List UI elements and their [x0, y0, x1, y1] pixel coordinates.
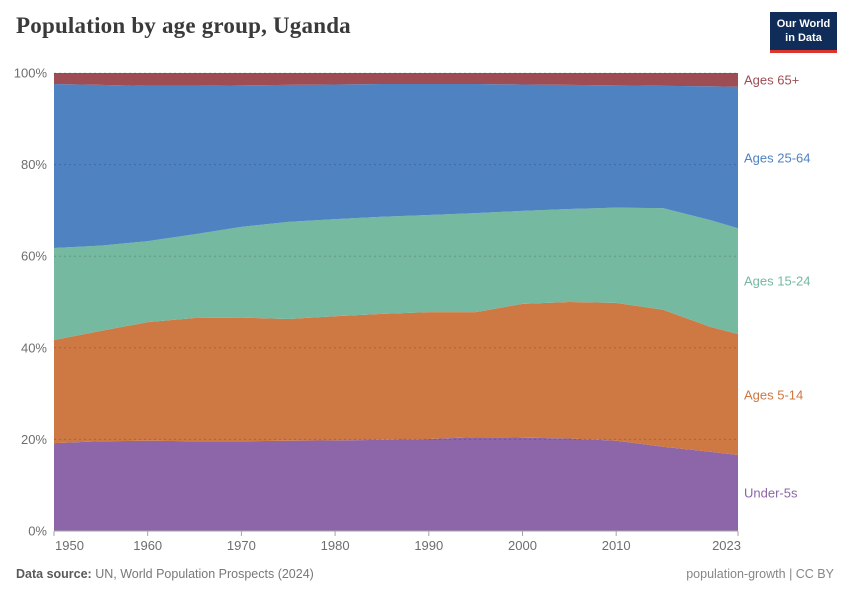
x-axis-tick-label-2000: 2000	[508, 538, 537, 553]
x-axis-tick-label-1990: 1990	[414, 538, 443, 553]
x-axis-tick-label-1950: 1950	[55, 538, 84, 553]
legend-label-ages-15-24[interactable]: Ages 15-24	[744, 273, 811, 289]
legend-label-under-5s[interactable]: Under-5s	[744, 485, 798, 501]
legend-label-ages-65plus[interactable]: Ages 65+	[744, 72, 800, 88]
data-source-note: Data source: UN, World Population Prospe…	[16, 567, 314, 581]
y-axis-tick-label-60: 60%	[21, 249, 47, 264]
x-axis-tick-label-2010: 2010	[602, 538, 631, 553]
x-axis-tick-label-2023: 2023	[712, 538, 741, 553]
y-axis-tick-label-0: 0%	[28, 524, 47, 539]
y-axis-tick-label-100: 100%	[14, 66, 48, 81]
owid-logo-line2: in Data	[785, 32, 822, 45]
x-axis-tick-label-1960: 1960	[133, 538, 162, 553]
owid-logo[interactable]: Our World in Data	[770, 12, 837, 53]
x-axis-tick-label-1980: 1980	[321, 538, 350, 553]
page-title: Population by age group, Uganda	[16, 13, 351, 38]
legend-label-ages-5-14[interactable]: Ages 5-14	[744, 387, 804, 403]
legend-label-ages-25-64[interactable]: Ages 25-64	[744, 150, 811, 165]
footer-slug-license-link[interactable]: population-growth | CC BY	[686, 567, 834, 581]
area-under-5s[interactable]	[54, 437, 738, 531]
y-axis-tick-label-40: 40%	[21, 340, 47, 355]
data-source-text: UN, World Population Prospects (2024)	[91, 567, 314, 581]
y-axis-tick-label-20: 20%	[21, 432, 47, 447]
area-ages-25-64[interactable]	[54, 83, 738, 248]
owid-logo-line1: Our World	[776, 18, 831, 30]
y-axis-tick-label-80: 80%	[21, 157, 47, 172]
data-source-label: Data source:	[16, 567, 92, 581]
area-ages-5-14[interactable]	[54, 302, 738, 455]
area-ages-15-24[interactable]	[54, 207, 738, 341]
area-ages-65plus[interactable]	[54, 73, 738, 87]
x-axis-tick-label-1970: 1970	[227, 538, 256, 553]
